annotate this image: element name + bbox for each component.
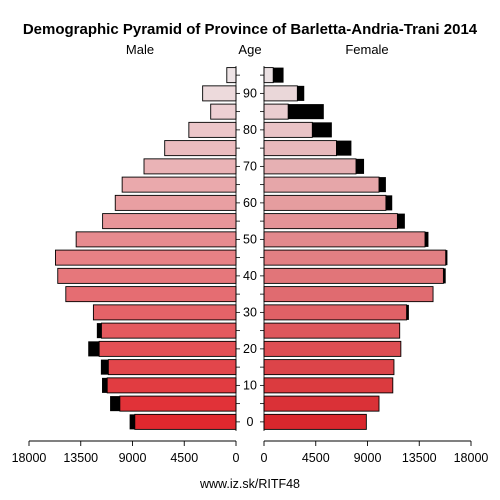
- age-tick-label-0: 0: [247, 415, 254, 429]
- male-bar-60-64: [114, 194, 237, 211]
- male-bar-80-84: [188, 121, 237, 138]
- female-excess-40-44: [443, 268, 446, 284]
- female-bar-60-64: [263, 194, 387, 211]
- x-tick-label: 13500: [402, 451, 437, 465]
- female-excess-80-84: [312, 122, 332, 138]
- female-excess-70-74: [356, 158, 365, 174]
- female-excess-85-89: [288, 104, 324, 120]
- female-bar-30-34: [263, 304, 408, 321]
- male-bar-40-44: [57, 267, 237, 284]
- female-excess-45-49: [445, 250, 448, 266]
- male-bar-55-59: [102, 213, 237, 230]
- male-bar-35-39: [65, 286, 237, 303]
- female-bar-40-44: [263, 267, 444, 284]
- chart-title: Demographic Pyramid of Province of Barle…: [23, 21, 478, 38]
- age-tick-label-20: 20: [243, 342, 257, 356]
- male-bar-90-94: [202, 85, 237, 102]
- male-excess-5-9: [110, 396, 120, 412]
- age-tick-label-70: 70: [243, 160, 257, 174]
- male-bar-0-4: [134, 413, 237, 430]
- male-bar-50-54: [75, 231, 237, 248]
- female-bar-55-59: [263, 213, 398, 230]
- male-bar-85-89: [210, 103, 237, 120]
- male-bar-20-24: [98, 340, 237, 357]
- male-bar-45-49: [55, 249, 237, 266]
- age-header: Age: [238, 42, 261, 57]
- x-tick-label-female-zero: 0: [261, 451, 268, 465]
- female-bar-80-84: [263, 121, 313, 138]
- female-excess-55-59: [397, 213, 405, 229]
- female-bar-65-69: [263, 176, 380, 193]
- x-tick-label: 9000: [354, 451, 382, 465]
- female-bar-5-9: [263, 395, 380, 412]
- female-bar-90-94: [263, 85, 298, 102]
- male-bar-95+: [226, 67, 237, 84]
- x-tick-label: 9000: [119, 451, 147, 465]
- female-bar-85-89: [263, 103, 289, 120]
- age-tick-label-80: 80: [243, 123, 257, 137]
- male-excess-20-24: [88, 341, 100, 357]
- x-tick-label: 13500: [63, 451, 98, 465]
- female-bar-10-14: [263, 377, 394, 394]
- female-header: Female: [345, 42, 388, 57]
- x-axis: 18000 13500 9000 4500 0 4500 9000 13500 18000 0: [12, 440, 489, 465]
- male-bars: [55, 67, 237, 430]
- x-tick-label: 18000: [12, 451, 47, 465]
- female-bar-75-79: [263, 140, 337, 157]
- female-bar-35-39: [263, 286, 434, 303]
- age-tick-label-30: 30: [243, 306, 257, 320]
- female-bar-20-24: [263, 340, 402, 357]
- female-excess-75-79: [336, 140, 352, 156]
- female-bar-50-54: [263, 231, 426, 248]
- male-excess-25-29: [96, 323, 102, 339]
- female-excess-65-69: [379, 177, 386, 193]
- x-tick-label: 4500: [302, 451, 330, 465]
- male-bar-15-19: [107, 359, 237, 376]
- female-excess-95+: [273, 67, 284, 83]
- female-excess-90-94: [297, 85, 305, 101]
- male-excess-15-19: [100, 359, 109, 375]
- age-tick-label-40: 40: [243, 269, 257, 283]
- x-tick-label: 18000: [454, 451, 489, 465]
- male-bar-30-34: [92, 304, 237, 321]
- age-tick-label-50: 50: [243, 233, 257, 247]
- female-bar-15-19: [263, 359, 395, 376]
- female-bar-0-4: [263, 413, 367, 430]
- male-bar-25-29: [100, 322, 237, 339]
- female-bar-45-49: [263, 249, 447, 266]
- female-excess-60-64: [385, 195, 393, 211]
- male-excess-0-4: [129, 414, 135, 430]
- male-bar-65-69: [121, 176, 237, 193]
- x-tick-label: 0: [233, 451, 240, 465]
- female-excess-50-54: [425, 231, 429, 247]
- male-bar-10-14: [106, 377, 237, 394]
- female-excess-30-34: [406, 304, 409, 320]
- age-tick-label-10: 10: [243, 379, 257, 393]
- female-bar-70-74: [263, 158, 357, 175]
- male-excess-10-14: [102, 377, 108, 393]
- source-footer: www.iz.sk/RITF48: [199, 477, 300, 491]
- male-bar-5-9: [119, 395, 237, 412]
- female-bar-25-29: [263, 322, 401, 339]
- male-bar-75-79: [164, 140, 237, 157]
- female-bars: [263, 67, 448, 430]
- male-header: Male: [126, 42, 154, 57]
- age-tick-label-60: 60: [243, 196, 257, 210]
- male-bar-70-74: [143, 158, 237, 175]
- x-tick-label: 4500: [170, 451, 198, 465]
- age-tick-label-90: 90: [243, 87, 257, 101]
- female-bar-95+: [263, 67, 274, 84]
- age-axis: 0 10 20 30 40 50 60 70 80 90: [235, 66, 265, 431]
